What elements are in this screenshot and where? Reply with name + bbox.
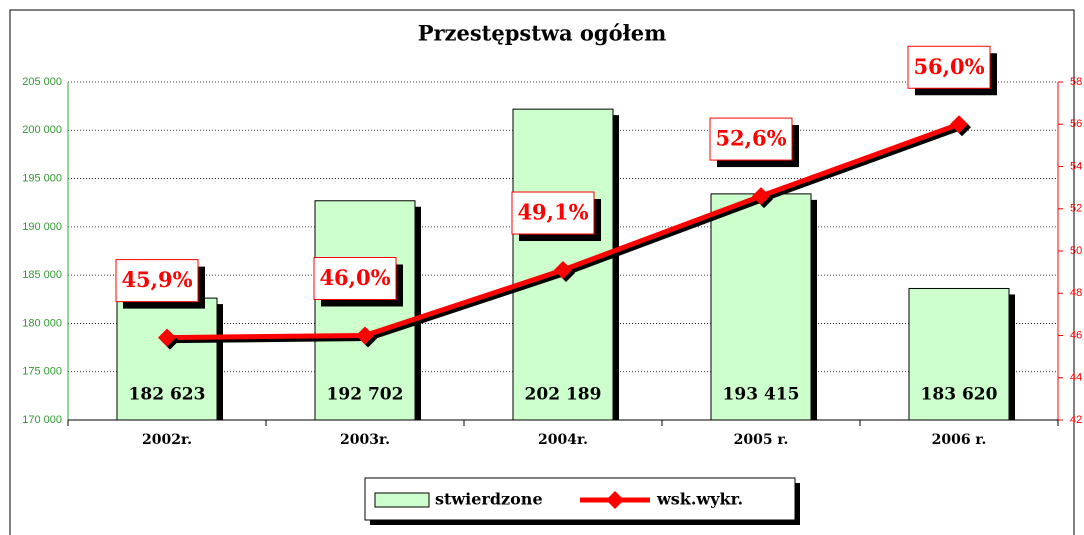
bar — [908, 287, 1010, 421]
x-tick-label: 2002r. — [142, 432, 192, 448]
bar-value-label: 182 623 — [129, 385, 206, 405]
bar — [116, 297, 218, 421]
marker — [950, 115, 968, 134]
bar-value-label: 193 415 — [723, 385, 800, 405]
y2-tick-label: 56 — [1070, 118, 1082, 130]
x-tick-label: 2004r. — [538, 432, 588, 448]
x-tick-label: 2006 r. — [932, 432, 987, 448]
label-box — [511, 191, 595, 235]
y-tick-label: 200 000 — [22, 124, 62, 136]
y-tick-label: 180 000 — [22, 317, 62, 329]
bar-value-label: 202 189 — [525, 385, 602, 405]
x-tick-label: 2003r. — [340, 432, 390, 448]
label-box — [313, 257, 397, 300]
line-value-label: 56,0% — [913, 54, 984, 79]
marker — [554, 261, 572, 280]
legend-label: stwierdzone — [435, 490, 543, 509]
bar — [314, 200, 416, 421]
marker — [356, 326, 374, 345]
line-value-label: 45,9% — [121, 267, 192, 292]
y2-tick-label: 54 — [1070, 160, 1082, 172]
y2-tick-label: 44 — [1070, 372, 1082, 384]
label-box — [907, 45, 991, 89]
legend-marker — [606, 491, 624, 509]
legend-swatch — [374, 492, 430, 508]
marker — [158, 328, 176, 347]
y-tick-label: 170 000 — [22, 414, 62, 426]
label-box — [709, 117, 793, 161]
marker — [752, 187, 770, 206]
legend-label: wsk.wykr. — [656, 490, 743, 509]
bar — [710, 193, 812, 421]
y2-tick-label: 58 — [1070, 76, 1082, 88]
y-tick-label: 195 000 — [22, 172, 62, 184]
bar-value-label: 183 620 — [921, 385, 998, 405]
bar-value-label: 192 702 — [327, 385, 404, 405]
y-tick-label: 205 000 — [22, 76, 62, 88]
line-value-label: 46,0% — [319, 265, 390, 290]
y2-tick-label: 42 — [1070, 414, 1082, 426]
x-tick-label: 2005 r. — [734, 432, 789, 448]
y-tick-label: 190 000 — [22, 221, 62, 233]
line-value-label: 52,6% — [715, 126, 786, 151]
line-value-label: 49,1% — [517, 200, 588, 225]
y2-tick-label: 46 — [1070, 329, 1082, 341]
y-tick-label: 185 000 — [22, 269, 62, 281]
y2-tick-label: 48 — [1070, 287, 1082, 299]
y-tick-label: 175 000 — [22, 366, 62, 378]
y2-tick-label: 52 — [1070, 203, 1082, 215]
label-box — [115, 259, 199, 303]
chart-title: Przestępstwa ogółem — [418, 21, 667, 46]
y2-tick-label: 50 — [1070, 245, 1082, 257]
